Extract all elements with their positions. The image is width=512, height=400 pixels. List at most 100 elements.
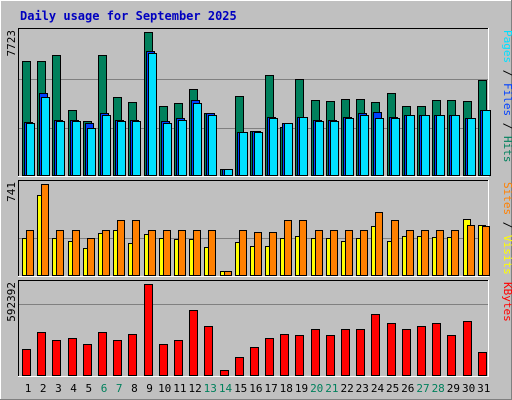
bar-kbytes-day-14 xyxy=(220,370,229,376)
bar-sites-day-28 xyxy=(436,230,444,276)
bar-kbytes-day-9 xyxy=(144,284,153,376)
bar-sites-day-1 xyxy=(26,230,34,276)
bar-kbytes-day-29 xyxy=(447,335,456,376)
bar-sites-day-19 xyxy=(299,220,307,276)
bar-sites-day-13 xyxy=(208,230,216,276)
x-tick-label: 4 xyxy=(70,382,77,395)
bar-pages-day-15 xyxy=(239,132,248,176)
x-tick-label: 15 xyxy=(234,382,247,395)
bar-pages-day-21 xyxy=(330,121,339,176)
bar-sites-day-27 xyxy=(421,230,429,276)
x-tick-label: 30 xyxy=(462,382,475,395)
bar-sites-day-24 xyxy=(375,212,383,276)
bar-sites-day-15 xyxy=(239,230,247,276)
bar-pages-day-14 xyxy=(224,169,233,176)
x-tick-label: 29 xyxy=(447,382,460,395)
x-tick-label: 23 xyxy=(356,382,369,395)
bar-sites-day-5 xyxy=(87,238,95,276)
bar-sites-day-11 xyxy=(178,230,186,276)
bar-sites-day-16 xyxy=(254,232,262,276)
x-tick-label: 28 xyxy=(432,382,445,395)
x-tick-label: 24 xyxy=(371,382,385,395)
bar-kbytes-day-28 xyxy=(432,323,441,376)
bar-pages-day-18 xyxy=(284,123,293,176)
bar-pages-day-20 xyxy=(315,121,324,176)
x-axis-labels: 1 2 3 4 5 6 7 8 9 10 11 12 13 14 15 16 17 18 19 20 21 22 23 24 2… xyxy=(25,382,491,395)
bar-sites-day-23 xyxy=(360,230,368,276)
bar-sites-day-31 xyxy=(482,226,490,276)
bar-kbytes-day-3 xyxy=(52,340,61,376)
bar-sites-day-26 xyxy=(406,230,414,276)
bar-sites-day-10 xyxy=(163,230,171,276)
bar-kbytes-day-23 xyxy=(356,329,365,376)
bar-kbytes-day-18 xyxy=(280,334,289,376)
bar-kbytes-day-19 xyxy=(295,335,304,376)
panel-kbytes: 592392 KBytes xyxy=(5,280,512,377)
bar-pages-day-17 xyxy=(269,118,278,176)
bar-pages-day-6 xyxy=(102,115,111,176)
bar-sites-day-12 xyxy=(193,230,201,276)
bar-kbytes-day-4 xyxy=(68,338,77,376)
ymax-label: 592392 xyxy=(5,282,18,322)
x-tick-label: 5 xyxy=(85,382,92,395)
bar-kbytes-day-11 xyxy=(174,340,183,376)
bar-sites-day-6 xyxy=(102,230,110,276)
chart-panels: 7723 Pages / Files / Hits 741 Sites / Visit… xyxy=(5,28,512,377)
legend-entry: Sites xyxy=(501,182,512,215)
legend-entry: / xyxy=(501,215,512,235)
panel-requests: 7723 Pages / Files / Hits xyxy=(5,28,512,177)
bar-kbytes-day-17 xyxy=(265,338,274,376)
bar-pages-day-11 xyxy=(178,120,187,176)
bar-kbytes-day-16 xyxy=(250,347,259,376)
legend-entry: / xyxy=(501,116,512,136)
bar-pages-day-24 xyxy=(375,118,384,176)
bar-kbytes-day-6 xyxy=(98,332,107,376)
bar-pages-day-4 xyxy=(72,121,81,176)
bar-pages-day-10 xyxy=(163,123,172,176)
bar-kbytes-day-1 xyxy=(22,349,31,376)
bar-kbytes-day-30 xyxy=(463,321,472,376)
panel-visitors: 741 Sites / Visits xyxy=(5,180,512,277)
x-tick-label: 12 xyxy=(188,382,201,395)
x-tick-label: 3 xyxy=(55,382,62,395)
bar-kbytes-day-15 xyxy=(235,357,244,376)
bar-kbytes-day-8 xyxy=(128,334,137,376)
bar-sites-day-30 xyxy=(467,225,475,276)
bar-kbytes-day-12 xyxy=(189,310,198,376)
series-legend: Pages / Files / Hits xyxy=(501,30,512,163)
bar-kbytes-day-7 xyxy=(113,340,122,376)
bar-pages-day-28 xyxy=(436,115,445,176)
x-tick-label: 31 xyxy=(477,382,490,395)
x-tick-label: 27 xyxy=(416,382,429,395)
bar-kbytes-day-21 xyxy=(326,335,335,376)
x-tick-label: 18 xyxy=(280,382,293,395)
x-tick-label: 9 xyxy=(146,382,153,395)
x-tick-label: 22 xyxy=(340,382,353,395)
x-tick-label: 2 xyxy=(40,382,47,395)
bar-pages-day-1 xyxy=(26,123,35,176)
ymax-label: 7723 xyxy=(5,30,18,57)
bar-sites-day-20 xyxy=(315,230,323,276)
bar-pages-day-12 xyxy=(193,103,202,176)
x-tick-label: 17 xyxy=(264,382,277,395)
x-tick-label: 11 xyxy=(173,382,186,395)
x-tick-label: 25 xyxy=(386,382,399,395)
legend-entry: Files xyxy=(501,83,512,116)
bar-kbytes-day-2 xyxy=(37,332,46,376)
chart-title: Daily usage for September 2025 xyxy=(20,9,237,23)
x-tick-label: 1 xyxy=(25,382,32,395)
bar-kbytes-day-5 xyxy=(83,344,92,376)
bar-pages-day-8 xyxy=(132,121,141,176)
series-legend: KBytes xyxy=(501,282,512,322)
bar-sites-day-14 xyxy=(224,271,232,276)
bar-kbytes-day-31 xyxy=(478,352,487,376)
legend-entry: Hits xyxy=(501,136,512,163)
ymax-label: 741 xyxy=(5,182,18,202)
x-tick-label: 21 xyxy=(325,382,338,395)
bar-pages-day-9 xyxy=(148,53,157,176)
bar-pages-day-30 xyxy=(467,118,476,176)
bar-kbytes-day-26 xyxy=(402,329,411,376)
bar-pages-day-5 xyxy=(87,128,96,176)
bar-sites-day-8 xyxy=(132,220,140,276)
